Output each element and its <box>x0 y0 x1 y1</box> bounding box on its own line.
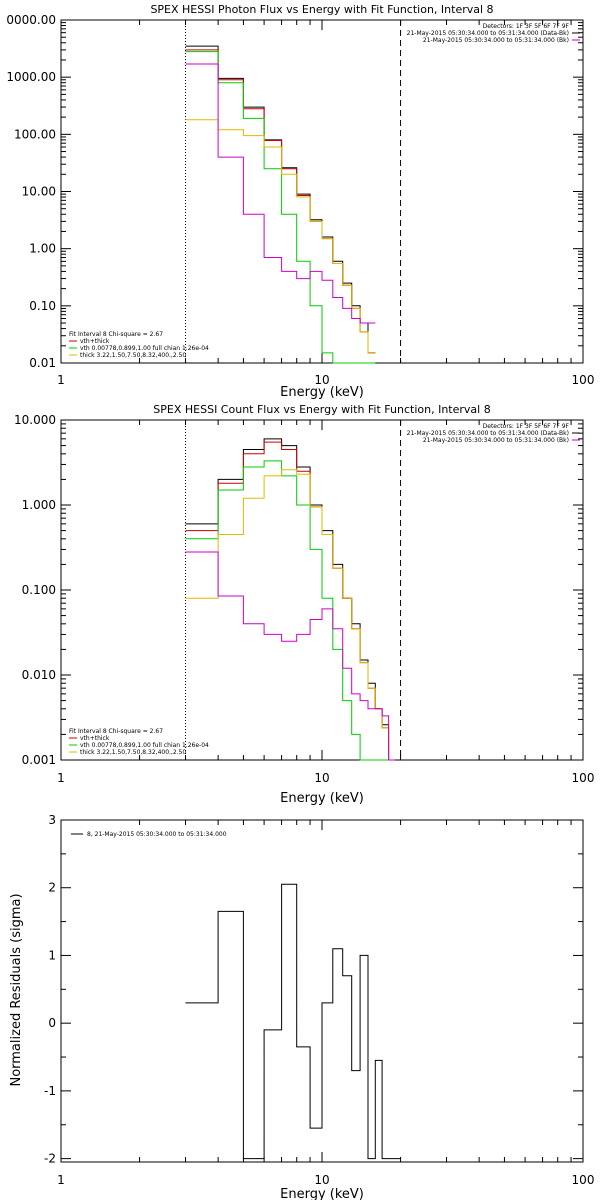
y-tick-label: 2 <box>48 881 56 895</box>
x-tick-label: 10 <box>314 373 329 387</box>
legend-text: vth+thick <box>80 338 110 345</box>
series-line-data-bk <box>185 438 395 761</box>
series-line-vth <box>185 51 376 364</box>
y-tick-label: 10.00 <box>22 185 56 199</box>
series-line-vth-thick <box>185 49 376 354</box>
plot-area: 0.01 0.10 1.00 10.00 100.00 1000.00 0000.00 Det… <box>6 13 583 370</box>
legend-text: Detectors: 1F 3F 5F 6F 7F 9F <box>483 23 570 30</box>
y-tick-label: 1.000 <box>22 498 56 512</box>
x-axis-label: Energy (keV) <box>280 385 364 400</box>
x-tick-label: 100 <box>572 771 595 785</box>
plot-area: -2 -1 0 1 2 3 8, 21-May-2015 05:30:34.000 to 0… <box>44 813 583 1166</box>
chart-title: SPEX HESSI Photon Flux vs Energy with Fi… <box>150 3 493 16</box>
y-tick-label: 0.010 <box>22 668 56 682</box>
series-line-thick <box>185 119 376 354</box>
x-axis-label: Energy (keV) <box>280 791 364 806</box>
y-tick-label: 0 <box>48 1016 56 1030</box>
y-tick-label: 0.100 <box>22 583 56 597</box>
y-tick-label: 0000.00 <box>6 13 56 27</box>
legend-text: 8, 21-May-2015 05:30:34.000 to 05:31:34.… <box>87 831 227 838</box>
x-tick-label: 100 <box>572 1173 595 1187</box>
y-axis-label: Normalized Residuals (sigma) <box>9 893 24 1086</box>
x-tick-label: 10 <box>314 771 329 785</box>
legend-text: Detectors: 1F 3F 5F 6F 7F 9F <box>483 423 570 430</box>
y-tick-label: 0.001 <box>22 753 56 767</box>
y-tick-label: 3 <box>48 813 56 827</box>
x-tick-label: 1 <box>57 373 65 387</box>
legend-text: vth 0.00778,0.899,1.00 full chian 1.26e-… <box>80 742 209 749</box>
legend-text: thick 3.22,1.50,7.50,8.32,400.,2.50 <box>80 749 186 756</box>
x-tick-label: 1 <box>57 1173 65 1187</box>
x-tick-label: 1 <box>57 771 65 785</box>
legend-text: vth+thick <box>80 735 110 742</box>
y-tick-label: -2 <box>44 1152 56 1166</box>
y-tick-label: 1.00 <box>29 242 56 256</box>
chart-title: SPEX HESSI Count Flux vs Energy with Fit… <box>153 403 490 416</box>
y-tick-label: 1 <box>48 948 56 962</box>
legend-text: vth 0.00778,0.899,1.00 full chian 1.26e-… <box>80 345 209 352</box>
x-tick-label: 100 <box>572 373 595 387</box>
y-tick-label: 1000.00 <box>6 70 56 84</box>
panel-residuals: Energy (keV) 1 10 100 Normalized Residua… <box>9 813 594 1200</box>
y-tick-label: 0.10 <box>29 299 56 313</box>
legend-text: 21-May-2015 05:30:34.000 to 05:31:34.000… <box>423 437 569 444</box>
plot-area: 0.001 0.010 0.100 1.000 10.000 Detectors: 1F … <box>14 413 583 767</box>
legend-text: Fit Interval 8 Chi-square = 2.67 <box>69 728 163 735</box>
panel-count-flux: SPEX HESSI Count Flux vs Energy with Fit… <box>14 403 594 806</box>
y-tick-label: -1 <box>44 1084 56 1098</box>
legend-text: 21-May-2015 05:30:34.000 to 05:31:34.000… <box>407 430 569 437</box>
y-tick-label: 10.000 <box>14 413 56 427</box>
series-line-thick <box>185 469 395 761</box>
series-line-data-bk <box>185 45 376 354</box>
series-line-bk <box>185 551 395 761</box>
series-line-bk <box>185 63 376 324</box>
series-line-residuals <box>185 883 401 1160</box>
panel-photon-flux: SPEX HESSI Photon Flux vs Energy with Fi… <box>6 3 594 400</box>
legend-text: 21-May-2015 05:30:34.000 to 05:31:34.000… <box>423 37 569 44</box>
legend-text: thick 3.22,1.50,7.50,8.32,400.,2.50 <box>80 352 186 359</box>
y-tick-label: 0.01 <box>29 356 56 370</box>
x-axis-label: Energy (keV) <box>280 1187 364 1200</box>
y-tick-label: 100.00 <box>14 127 56 141</box>
legend-text: 21-May-2015 05:30:34.000 to 05:31:34.000… <box>407 30 569 37</box>
legend-text: Fit Interval 8 Chi-square = 2.67 <box>69 331 163 338</box>
series-line-vth-thick <box>185 441 395 761</box>
series-line-vth <box>185 460 395 761</box>
x-tick-label: 10 <box>314 1173 329 1187</box>
